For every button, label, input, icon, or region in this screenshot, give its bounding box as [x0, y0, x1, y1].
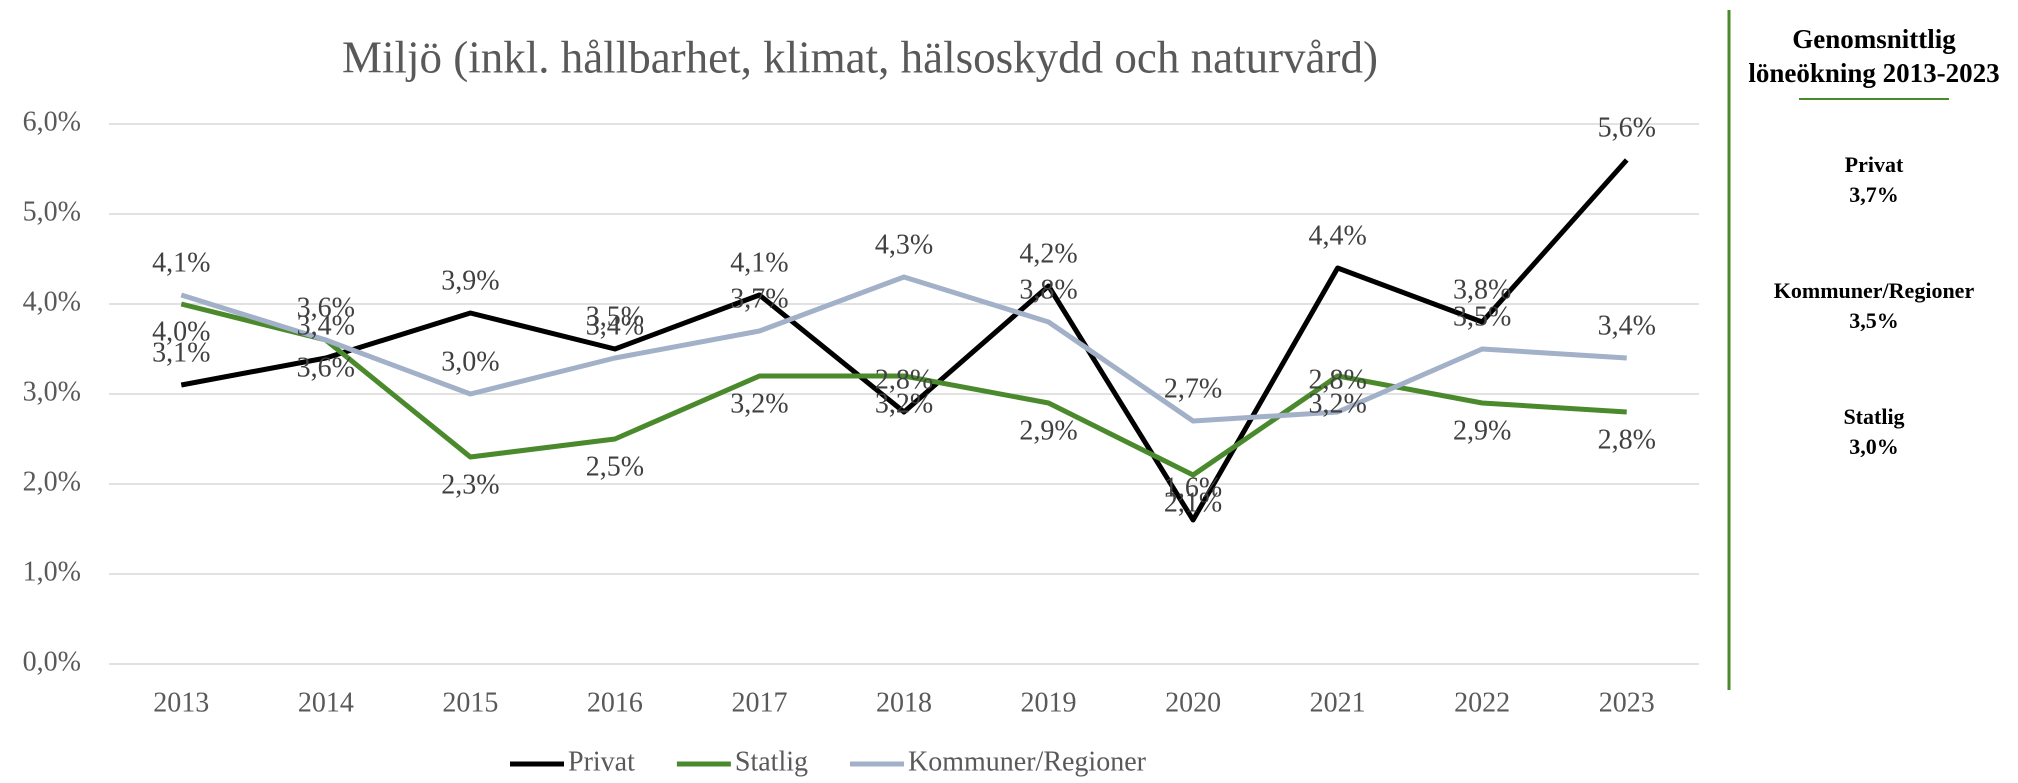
data-label: 2,1% [1164, 487, 1222, 518]
data-label: 4,2% [1019, 238, 1077, 269]
legend-label: Privat [568, 746, 635, 777]
y-tick-label: 2,0% [23, 466, 81, 497]
underline [1799, 98, 1949, 100]
chart-title: Miljö (inkl. hållbarhet, klimat, hälsosk… [342, 32, 1378, 82]
sidebar-name: Kommuner/Regioner [1773, 278, 1975, 303]
sidebar-name: Privat [1844, 152, 1904, 177]
data-label: 3,5% [586, 301, 644, 332]
data-label: 3,6% [297, 352, 355, 383]
data-label: 2,9% [1019, 415, 1077, 446]
data-label: 4,3% [875, 229, 933, 260]
data-label: 2,8% [875, 364, 933, 395]
sidebar-item: Kommuner/Regioner 3,5% [1730, 276, 2018, 336]
data-label: 3,6% [297, 292, 355, 323]
sidebar-item: Statlig 3,0% [1730, 402, 2018, 462]
data-label: 4,1% [730, 247, 788, 278]
data-label: 3,4% [1598, 310, 1656, 341]
x-tick-label: 2015 [442, 687, 498, 718]
data-label: 3,0% [441, 346, 499, 377]
data-label: 2,8% [1598, 424, 1656, 455]
data-label: 4,0% [152, 316, 210, 347]
data-label: 3,5% [1453, 301, 1511, 332]
sidebar: Genomsnittlig löneökning 2013-2023 Priva… [1730, 0, 2018, 528]
sidebar-name: Statlig [1843, 404, 1905, 429]
data-label: 3,7% [730, 283, 788, 314]
data-label: 1,6% [1164, 472, 1222, 503]
data-label: 2,8% [1308, 364, 1366, 395]
series-line [180, 274, 1627, 424]
sidebar-value: 3,0% [1849, 434, 1899, 459]
data-label: 3,2% [1308, 388, 1366, 419]
sidebar-item: Privat 3,7% [1730, 150, 2018, 210]
data-label: 3,9% [441, 265, 499, 296]
x-tick-label: 2023 [1599, 687, 1655, 718]
series-line [180, 158, 1629, 523]
legend-label: Statlig [735, 746, 808, 777]
data-label: 2,9% [1453, 415, 1511, 446]
x-tick-label: 2014 [298, 687, 354, 718]
y-tick-label: 6,0% [23, 106, 81, 137]
y-tick-label: 3,0% [23, 376, 81, 407]
x-tick-label: 2021 [1310, 687, 1366, 718]
x-tick-label: 2020 [1165, 687, 1221, 718]
x-tick-label: 2019 [1021, 687, 1077, 718]
chart: Miljö (inkl. hållbarhet, klimat, hälsosk… [23, 32, 1699, 777]
y-tick-label: 4,0% [23, 286, 81, 317]
x-tick-label: 2022 [1454, 687, 1510, 718]
data-label: 4,4% [1308, 220, 1366, 251]
data-label: 3,1% [152, 337, 210, 368]
data-label: 3,8% [1019, 274, 1077, 305]
legend-label: Kommuner/Regioner [908, 746, 1147, 777]
x-tick-label: 2013 [153, 687, 209, 718]
x-tick-label: 2017 [731, 687, 787, 718]
sidebar-value: 3,5% [1849, 308, 1899, 333]
y-tick-label: 0,0% [23, 646, 81, 677]
y-tick-label: 5,0% [23, 196, 81, 227]
sidebar-title: Genomsnittlig löneökning 2013-2023 [1748, 24, 2000, 88]
data-label: 4,1% [152, 247, 210, 278]
divider [1727, 10, 1731, 690]
x-tick-label: 2018 [876, 687, 932, 718]
y-tick-label: 1,0% [23, 556, 81, 587]
x-tick-label: 2016 [587, 687, 643, 718]
data-label: 3,2% [875, 388, 933, 419]
series-line [180, 301, 1627, 478]
data-label: 3,2% [730, 388, 788, 419]
data-label: 3,4% [297, 310, 355, 341]
data-label: 2,7% [1164, 373, 1222, 404]
data-label: 2,3% [441, 469, 499, 500]
data-label: 5,6% [1598, 112, 1656, 143]
sidebar-value: 3,7% [1849, 182, 1899, 207]
data-label: 2,5% [586, 451, 644, 482]
data-label: 3,8% [1453, 274, 1511, 305]
data-label: 3,4% [586, 310, 644, 341]
